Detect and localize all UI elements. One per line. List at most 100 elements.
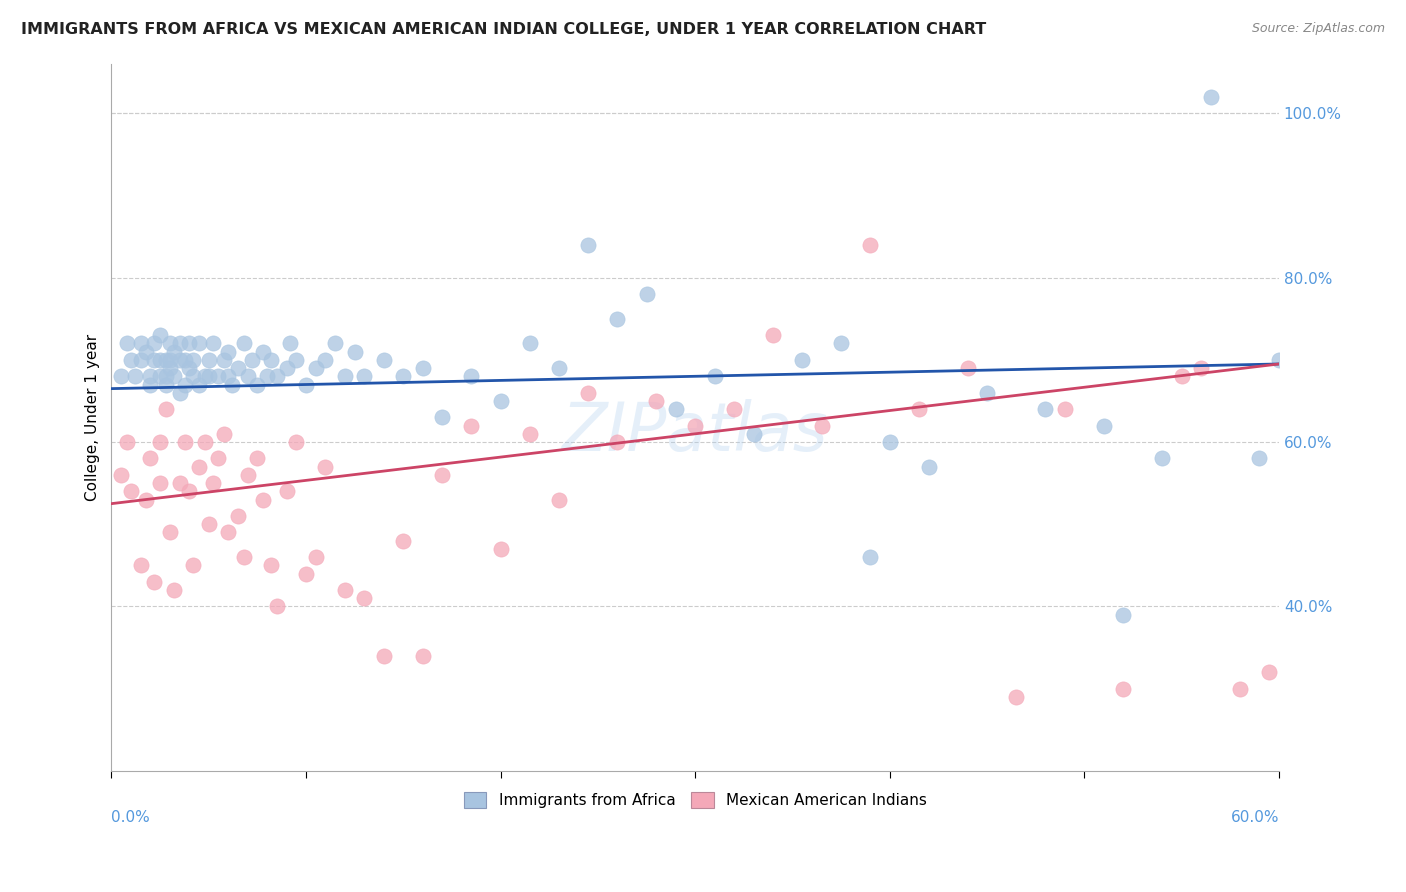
Point xyxy=(179,361,201,376)
Point xyxy=(169,336,191,351)
Point xyxy=(859,237,882,252)
Point xyxy=(246,451,269,466)
Point xyxy=(859,550,882,565)
Point xyxy=(174,352,197,367)
Point xyxy=(260,558,283,573)
Point xyxy=(110,467,132,482)
Point xyxy=(163,582,186,597)
Point xyxy=(139,377,162,392)
Point xyxy=(197,369,219,384)
Point xyxy=(252,492,274,507)
Point xyxy=(124,369,146,384)
Point xyxy=(181,369,204,384)
Point xyxy=(723,402,745,417)
Point xyxy=(412,648,434,663)
Point xyxy=(214,426,236,441)
Point xyxy=(252,344,274,359)
Point xyxy=(155,369,177,384)
Point xyxy=(201,336,224,351)
Point xyxy=(135,492,157,507)
Point xyxy=(1229,681,1251,696)
Point xyxy=(792,352,814,367)
Point xyxy=(236,467,259,482)
Text: 0.0%: 0.0% xyxy=(111,810,150,824)
Point xyxy=(149,435,172,450)
Point xyxy=(1189,361,1212,376)
Point xyxy=(207,369,229,384)
Legend: Immigrants from Africa, Mexican American Indians: Immigrants from Africa, Mexican American… xyxy=(456,785,935,816)
Point xyxy=(149,352,172,367)
Point xyxy=(129,336,152,351)
Point xyxy=(665,402,688,417)
Point xyxy=(159,525,181,540)
Point xyxy=(179,336,201,351)
Point xyxy=(181,352,204,367)
Point xyxy=(305,361,328,376)
Point xyxy=(314,459,336,474)
Point xyxy=(280,336,302,351)
Point xyxy=(489,541,512,556)
Point xyxy=(188,459,211,474)
Point xyxy=(333,369,356,384)
Point xyxy=(217,525,239,540)
Point xyxy=(373,648,395,663)
Point xyxy=(276,361,298,376)
Point xyxy=(353,591,375,606)
Point xyxy=(305,550,328,565)
Point xyxy=(221,377,243,392)
Point xyxy=(343,344,366,359)
Point xyxy=(256,369,278,384)
Point xyxy=(155,352,177,367)
Point xyxy=(217,344,239,359)
Point xyxy=(155,377,177,392)
Point xyxy=(197,517,219,532)
Point xyxy=(489,393,512,408)
Point xyxy=(742,426,765,441)
Point xyxy=(1092,418,1115,433)
Point xyxy=(120,352,142,367)
Point xyxy=(143,352,166,367)
Point xyxy=(295,566,318,581)
Point xyxy=(548,361,571,376)
Point xyxy=(143,574,166,589)
Point xyxy=(314,352,336,367)
Point xyxy=(169,352,191,367)
Point xyxy=(188,336,211,351)
Text: Source: ZipAtlas.com: Source: ZipAtlas.com xyxy=(1251,22,1385,36)
Point xyxy=(392,369,415,384)
Point xyxy=(276,484,298,499)
Point xyxy=(636,287,658,301)
Point xyxy=(576,237,599,252)
Point xyxy=(285,435,308,450)
Point xyxy=(139,451,162,466)
Point xyxy=(606,311,628,326)
Point xyxy=(159,352,181,367)
Point xyxy=(207,451,229,466)
Point xyxy=(139,369,162,384)
Point xyxy=(110,369,132,384)
Point xyxy=(226,508,249,523)
Point xyxy=(149,369,172,384)
Point xyxy=(115,435,138,450)
Point xyxy=(1170,369,1192,384)
Point xyxy=(174,435,197,450)
Point xyxy=(1112,681,1135,696)
Point xyxy=(194,369,217,384)
Point xyxy=(197,352,219,367)
Point xyxy=(181,558,204,573)
Point xyxy=(155,402,177,417)
Point xyxy=(1005,690,1028,704)
Point xyxy=(179,484,201,499)
Point xyxy=(1053,402,1076,417)
Point xyxy=(1258,665,1281,679)
Point xyxy=(645,393,668,408)
Point xyxy=(519,426,541,441)
Point xyxy=(976,385,998,400)
Point xyxy=(333,582,356,597)
Point xyxy=(174,377,197,392)
Point xyxy=(576,385,599,400)
Point xyxy=(1035,402,1057,417)
Point xyxy=(1249,451,1271,466)
Point xyxy=(519,336,541,351)
Point xyxy=(683,418,706,433)
